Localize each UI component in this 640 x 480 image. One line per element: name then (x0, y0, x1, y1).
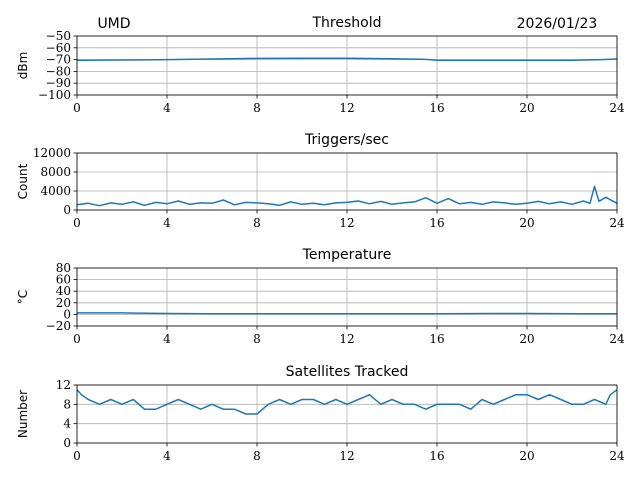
x-tick-label: 0 (73, 332, 81, 346)
x-tick-label: 4 (163, 216, 171, 230)
y-tick-label: 8 (63, 397, 71, 411)
x-tick-label: 12 (339, 216, 354, 230)
series-line (77, 312, 617, 315)
x-tick-label: 24 (609, 332, 625, 346)
panel-1: 0 4 8 12 16 20 24 −50−60−70−80−90−100 Threshold d… (16, 15, 625, 115)
panel-title: Triggers/sec (304, 132, 389, 148)
series-line (76, 185, 618, 207)
x-tick-label: 8 (253, 449, 261, 463)
x-tick-label: 16 (429, 216, 444, 230)
y-tick-label: 0 (63, 436, 71, 450)
x-tick-label: 16 (429, 101, 444, 115)
x-tick-label: 20 (519, 449, 534, 463)
series-line (76, 57, 618, 62)
y-tick-label: 4 (63, 417, 71, 431)
x-tick-label: 0 (73, 449, 81, 463)
panel-title: Temperature (302, 247, 392, 263)
y-tick-label: −90 (46, 76, 71, 90)
y-tick-label: 0 (63, 203, 71, 217)
x-tick-label: 12 (339, 332, 354, 346)
y-tick-label: 8000 (40, 165, 71, 179)
y-tick-label: 4000 (40, 184, 71, 198)
y-axis-label: dBm (16, 52, 30, 80)
x-tick-label: 12 (339, 449, 354, 463)
panel-2: 0 4 8 12 16 20 24 0 4000 8000 12000 Triggers/sec Cou… (16, 132, 625, 230)
y-tick-label: 12 (56, 378, 71, 392)
y-tick-label: −70 (46, 53, 71, 67)
y-axis-label: Count (16, 163, 30, 199)
y-tick-label: −50 (46, 29, 71, 43)
y-tick-label: −80 (46, 64, 71, 78)
y-tick-label: 80 (56, 261, 71, 275)
x-tick-label: 0 (73, 101, 81, 115)
x-tick-label: 16 (429, 332, 444, 346)
y-tick-label: 0 (63, 307, 71, 321)
x-tick-label: 4 (163, 101, 171, 115)
x-tick-label: 16 (429, 449, 444, 463)
y-tick-label: −20 (46, 319, 71, 333)
x-tick-label: 4 (163, 449, 171, 463)
y-tick-label: 60 (56, 273, 71, 287)
series-line (76, 389, 618, 415)
x-tick-label: 4 (163, 332, 171, 346)
panel-4: 0 4 8 12 16 20 24 0 4 8 12 Satellites Tracked Number (16, 364, 625, 463)
y-tick-label: 40 (56, 284, 71, 298)
x-tick-label: 24 (609, 216, 625, 230)
x-tick-label: 20 (519, 332, 534, 346)
y-tick-label: −100 (38, 88, 71, 102)
x-tick-label: 20 (519, 101, 534, 115)
panel-title: Threshold (312, 15, 382, 31)
y-tick-label: 20 (56, 296, 71, 310)
y-axis-label: Number (16, 390, 30, 438)
x-tick-label: 8 (253, 101, 261, 115)
x-tick-label: 0 (73, 216, 81, 230)
x-tick-label: 8 (253, 216, 261, 230)
y-tick-label: −60 (46, 41, 71, 55)
x-tick-label: 20 (519, 216, 534, 230)
site-label: UMD (97, 16, 130, 32)
x-tick-label: 12 (339, 101, 354, 115)
x-tick-label: 8 (253, 332, 261, 346)
x-tick-label: 24 (609, 449, 625, 463)
panel-title: Satellites Tracked (286, 364, 409, 380)
x-tick-label: 24 (609, 101, 625, 115)
y-axis-label: °C (16, 290, 30, 304)
y-tick-label: 12000 (33, 146, 71, 160)
date-label: 2026/01/23 (517, 16, 598, 32)
